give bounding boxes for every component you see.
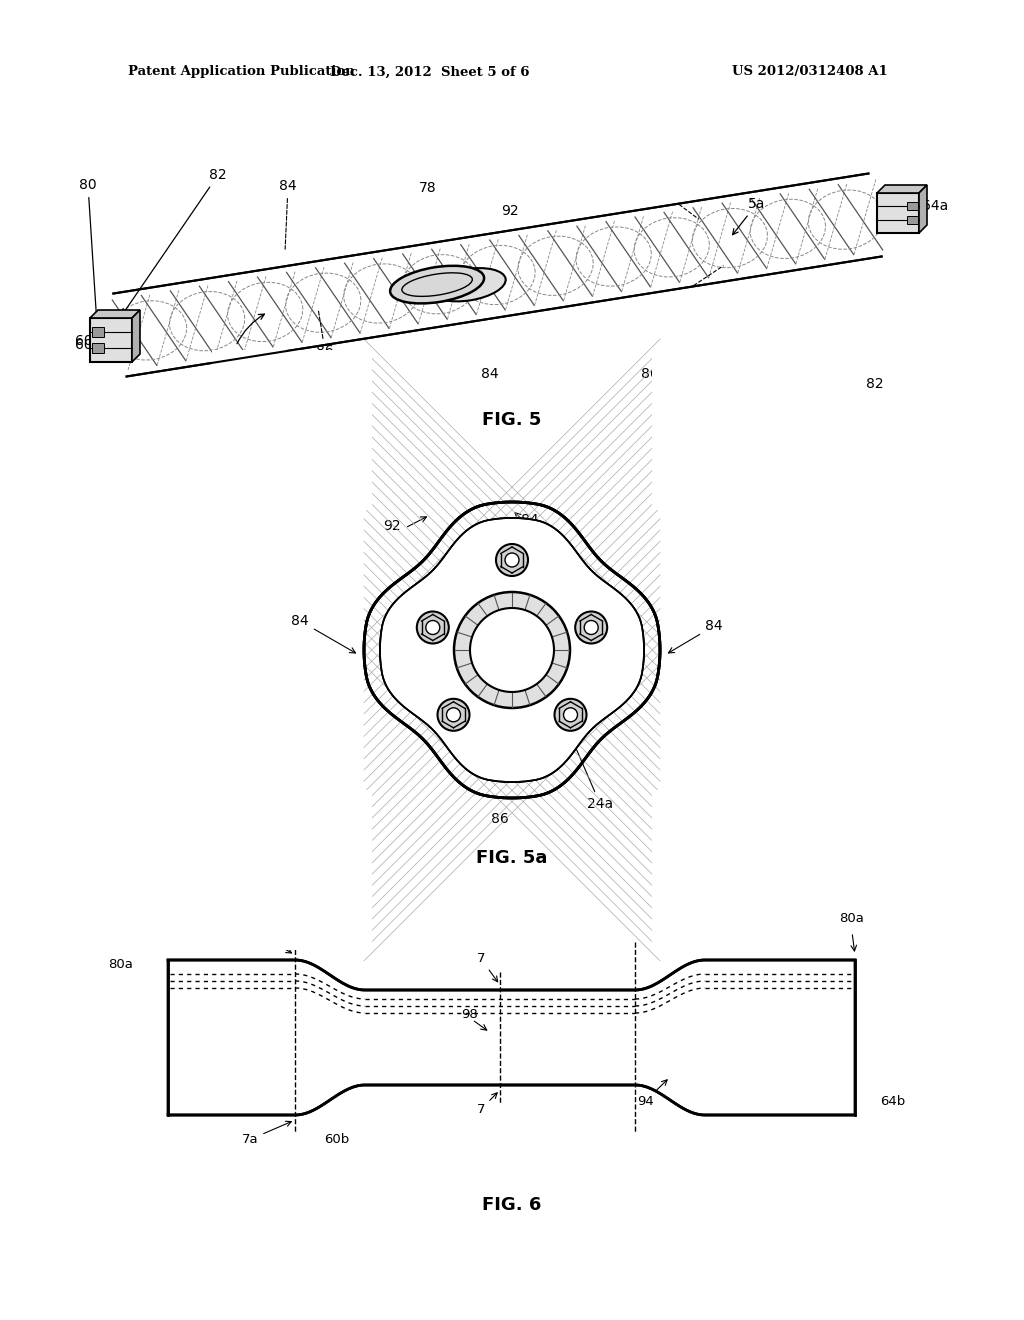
Circle shape	[454, 591, 570, 708]
Text: 84: 84	[521, 513, 539, 527]
Text: 80a: 80a	[109, 958, 133, 972]
Polygon shape	[652, 789, 812, 950]
Text: 82: 82	[866, 378, 884, 391]
Text: Patent Application Publication: Patent Application Publication	[128, 66, 354, 78]
Ellipse shape	[430, 268, 506, 301]
Polygon shape	[90, 318, 132, 362]
Text: 60a: 60a	[75, 338, 101, 352]
Polygon shape	[877, 185, 927, 193]
Polygon shape	[380, 517, 644, 781]
Text: 84: 84	[292, 614, 355, 653]
Polygon shape	[877, 193, 919, 234]
Text: 86: 86	[316, 310, 334, 358]
Circle shape	[436, 698, 470, 731]
Circle shape	[585, 620, 598, 635]
Circle shape	[426, 620, 439, 635]
Polygon shape	[652, 350, 812, 510]
Polygon shape	[380, 517, 644, 781]
Circle shape	[446, 708, 461, 722]
Circle shape	[574, 610, 608, 644]
Circle shape	[496, 544, 528, 576]
Text: 80: 80	[79, 178, 99, 321]
Text: 64a: 64a	[922, 199, 948, 213]
Circle shape	[555, 698, 587, 731]
Text: 78: 78	[419, 181, 437, 195]
Polygon shape	[364, 502, 660, 799]
Text: 92: 92	[501, 205, 519, 218]
Text: 94: 94	[637, 1080, 667, 1107]
Circle shape	[417, 611, 449, 644]
Text: Dec. 13, 2012  Sheet 5 of 6: Dec. 13, 2012 Sheet 5 of 6	[331, 66, 529, 78]
Ellipse shape	[390, 265, 484, 304]
Text: FIG. 5: FIG. 5	[482, 411, 542, 429]
Polygon shape	[114, 173, 882, 376]
Text: 7: 7	[476, 1093, 498, 1115]
Text: 5a: 5a	[729, 364, 746, 378]
Text: 64b: 64b	[881, 1096, 905, 1107]
Text: 86: 86	[492, 812, 509, 826]
Text: 84: 84	[280, 180, 297, 249]
Polygon shape	[212, 789, 372, 950]
Text: US 2012/0312408 A1: US 2012/0312408 A1	[732, 66, 888, 78]
Text: FIG. 5a: FIG. 5a	[476, 849, 548, 867]
Polygon shape	[92, 327, 104, 337]
Text: 86: 86	[641, 367, 658, 381]
Circle shape	[505, 553, 519, 568]
Polygon shape	[907, 216, 918, 224]
Text: 24a: 24a	[219, 314, 264, 363]
Polygon shape	[212, 350, 372, 510]
Polygon shape	[919, 185, 927, 234]
Text: FIG. 6: FIG. 6	[482, 1196, 542, 1214]
Circle shape	[437, 698, 469, 731]
Text: 82: 82	[122, 168, 226, 314]
Circle shape	[563, 708, 578, 722]
Text: 92: 92	[383, 519, 400, 533]
Text: 84: 84	[481, 367, 499, 381]
Text: 98: 98	[462, 1007, 478, 1020]
Polygon shape	[132, 310, 140, 362]
Circle shape	[416, 610, 450, 644]
Text: 7a: 7a	[242, 1121, 291, 1146]
Circle shape	[575, 611, 607, 644]
Text: 7a: 7a	[242, 921, 292, 953]
Polygon shape	[90, 310, 140, 318]
Text: 7: 7	[476, 952, 498, 982]
Circle shape	[495, 543, 529, 577]
Text: 5a: 5a	[732, 197, 765, 235]
Polygon shape	[92, 343, 104, 352]
Text: 24b: 24b	[677, 900, 702, 913]
Text: 60a: 60a	[75, 334, 101, 348]
Text: 60b: 60b	[325, 1133, 349, 1146]
Text: 84: 84	[669, 619, 723, 653]
Polygon shape	[168, 960, 855, 1115]
Text: 24a: 24a	[542, 669, 613, 810]
Circle shape	[470, 609, 554, 692]
Circle shape	[554, 698, 588, 731]
Text: 80a: 80a	[840, 912, 864, 925]
Polygon shape	[907, 202, 918, 210]
